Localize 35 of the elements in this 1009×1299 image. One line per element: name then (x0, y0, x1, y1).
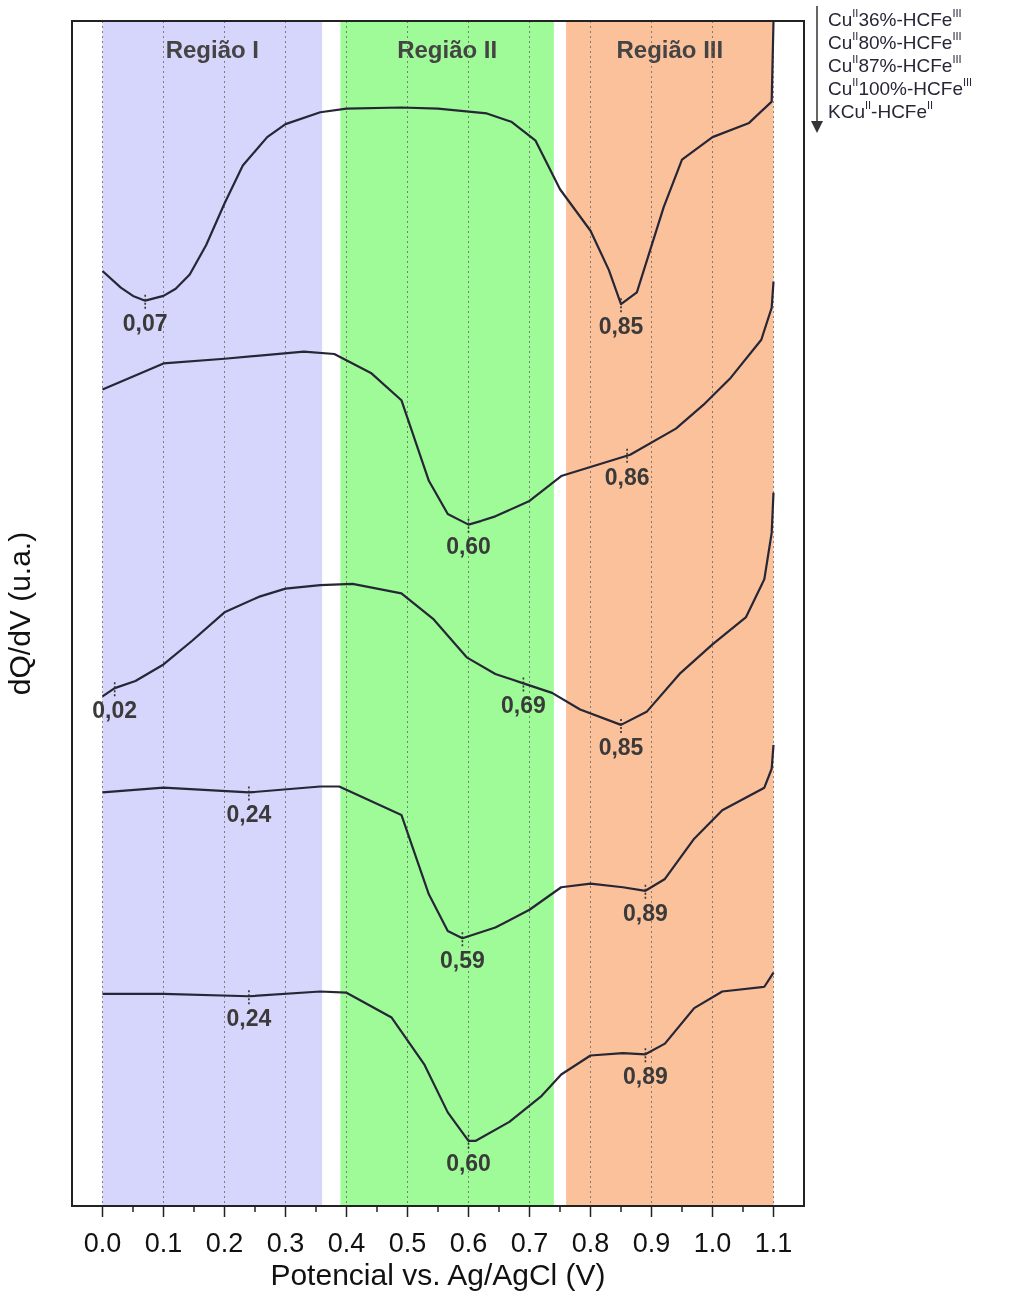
x-tick-label: 0.4 (327, 1227, 366, 1258)
band-label: Região II (397, 35, 498, 63)
x-tick-label: 1.0 (693, 1227, 732, 1258)
annotation: 0,86 (604, 463, 650, 490)
x-tick-label: 0.5 (388, 1227, 427, 1258)
x-tick-label: 0.9 (632, 1227, 671, 1258)
x-tick-label: 0.7 (510, 1227, 549, 1258)
x-tick-label: 0.3 (266, 1227, 305, 1258)
text: Cu$^{II}$87%-HCFe$^{III}$ (828, 53, 963, 77)
text: Cu$^{II}$80%-HCFe$^{III}$ (828, 30, 963, 54)
annotation: 0,59 (440, 947, 485, 974)
annotation: 0,85 (598, 733, 644, 760)
band-label: Região III (616, 35, 724, 63)
x-tick-label: 0.1 (144, 1227, 183, 1258)
annotation: 0,24 (226, 1005, 272, 1032)
band-label: Região I (165, 35, 259, 63)
x-tick-label: 0.6 (449, 1227, 488, 1258)
annotation: 0,02 (92, 697, 138, 723)
y-axis-title: dQ/dV (u.a.) (3, 531, 37, 696)
x-tick-label: 0.8 (571, 1227, 610, 1258)
text: KCu$^{II}$-HCFe$^{II}$ (828, 99, 935, 123)
annotation: 0,89 (623, 899, 668, 926)
annotation: 0,24 (226, 801, 272, 828)
x-tick-label: 0.0 (83, 1227, 122, 1258)
annotation: 0,69 (501, 692, 546, 719)
annotation: 0,85 (598, 313, 644, 340)
annotation: 0,60 (446, 1149, 491, 1176)
annotation: 0,60 (446, 533, 491, 560)
x-tick-label: 0.2 (205, 1227, 244, 1258)
x-tick-label: 1.1 (754, 1227, 793, 1258)
annotation: 0,07 (122, 309, 168, 336)
x-axis-title: Potencial vs. Ag/AgCl (V) (270, 1258, 606, 1292)
text: Cu$^{II}$36%-HCFe$^{III}$ (828, 7, 963, 31)
annotation: 0,89 (623, 1063, 668, 1090)
text: Cu$^{II}$100%-HCFe$^{III}$ (828, 76, 973, 100)
